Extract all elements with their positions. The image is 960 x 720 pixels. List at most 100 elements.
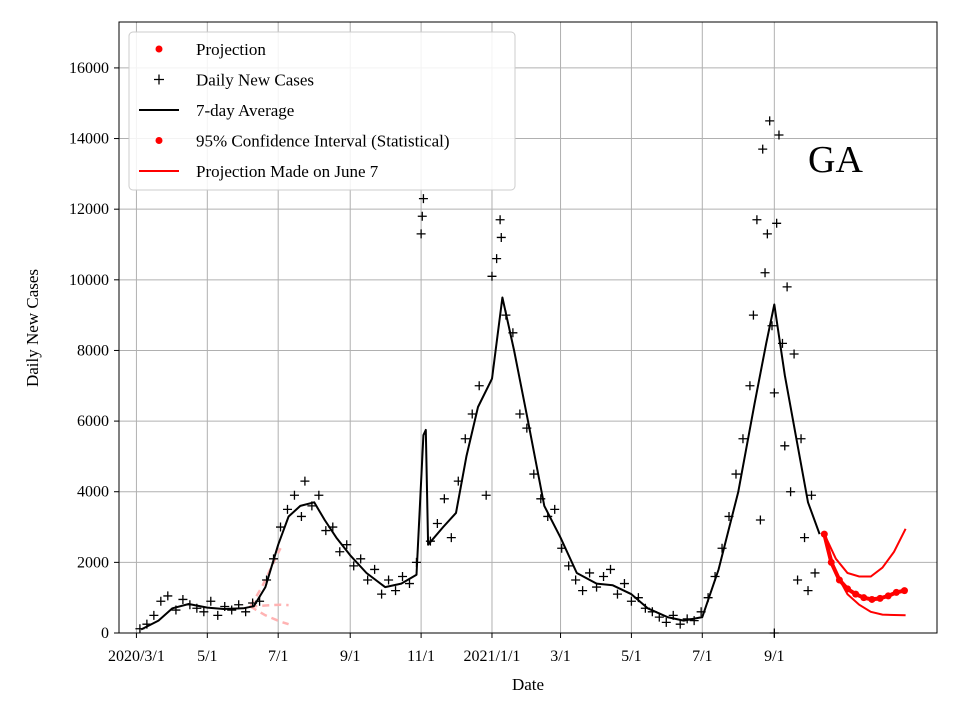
daily-case-marker: [810, 568, 820, 578]
projection-point: [820, 530, 828, 538]
daily-case-marker: [782, 282, 792, 292]
y-tick-label: 0: [101, 625, 109, 642]
daily-case-marker: [762, 229, 772, 239]
daily-case-marker: [416, 229, 426, 239]
daily-case-marker: [599, 571, 609, 581]
daily-case-marker: [300, 476, 310, 486]
daily-case-marker: [745, 381, 755, 391]
projection-point: [844, 585, 852, 593]
daily-case-marker: [439, 494, 449, 504]
projection-point: [884, 592, 892, 600]
daily-case-marker: [786, 487, 796, 497]
y-tick-label: 12000: [69, 201, 109, 218]
daily-case-marker: [585, 568, 595, 578]
daily-case-marker: [446, 533, 456, 543]
legend-entry: 7-day Average: [139, 101, 294, 120]
daily-case-marker: [276, 522, 286, 532]
legend-box: [128, 31, 516, 191]
daily-case-marker: [495, 215, 505, 225]
legend-entry: Projection Made on June 7: [139, 162, 379, 181]
projection-made-june-7: [249, 547, 289, 626]
legend-label: Projection Made on June 7: [196, 162, 379, 181]
ci-upper-line: [823, 528, 907, 578]
daily-case-marker: [780, 441, 790, 451]
daily-case-marker: [738, 434, 748, 444]
daily-case-marker: [760, 268, 770, 278]
daily-case-marker: [391, 586, 401, 596]
daily-case-marker: [342, 540, 352, 550]
daily-case-marker: [467, 409, 477, 419]
june-7-projection-line: [249, 605, 289, 626]
daily-case-marker: [612, 589, 622, 599]
daily-case-marker: [796, 434, 806, 444]
projection: [820, 530, 908, 603]
x-tick-label: 7/1: [692, 648, 712, 665]
daily-case-marker: [417, 211, 427, 221]
daily-case-marker: [619, 579, 629, 589]
projection-point: [860, 594, 868, 602]
daily-case-marker: [474, 381, 484, 391]
daily-case-marker: [432, 519, 442, 529]
y-tick-label: 4000: [77, 484, 109, 501]
daily-case-marker: [789, 349, 799, 359]
daily-case-marker: [156, 596, 166, 606]
legend-entry: Projection: [155, 40, 266, 59]
legend-entry: Daily New Cases: [154, 71, 314, 90]
daily-case-marker: [626, 596, 636, 606]
x-axis-label: Date: [512, 675, 544, 694]
daily-case-marker: [758, 144, 768, 154]
daily-case-marker: [752, 215, 762, 225]
daily-case-marker: [398, 571, 408, 581]
daily-case-marker: [487, 271, 497, 281]
x-tick-label: 2021/1/1: [464, 648, 521, 665]
daily-case-marker: [481, 490, 491, 500]
daily-case-marker: [384, 575, 394, 585]
y-tick-label: 16000: [69, 60, 109, 77]
daily-case-marker: [717, 543, 727, 553]
plot-frame: [118, 21, 938, 634]
daily-case-marker: [492, 254, 502, 264]
daily-case-marker: [178, 594, 188, 604]
daily-case-marker: [349, 561, 359, 571]
daily-case-marker: [213, 610, 223, 620]
projection-point: [852, 590, 860, 598]
daily-case-marker: [418, 194, 428, 204]
daily-case-marker: [731, 469, 741, 479]
daily-case-marker: [803, 586, 813, 596]
daily-case-marker: [755, 515, 765, 525]
daily-case-marker: [661, 617, 671, 627]
x-tick-label: 3/1: [550, 648, 570, 665]
legend-label: Daily New Cases: [196, 71, 314, 90]
y-tick-label: 6000: [77, 413, 109, 430]
daily-case-marker: [149, 610, 159, 620]
daily-case-marker: [227, 605, 237, 615]
daily-case-marker: [363, 575, 373, 585]
daily-case-marker: [529, 469, 539, 479]
legend-dot-icon: [155, 137, 163, 144]
daily-case-marker: [515, 409, 525, 419]
legend-label: 95% Confidence Interval (Statistical): [196, 132, 450, 151]
projection-point: [900, 587, 908, 595]
projection-point: [868, 595, 876, 603]
x-tick-label: 9/1: [764, 648, 784, 665]
y-tick-label: 10000: [69, 272, 109, 289]
daily-case-marker: [605, 564, 615, 574]
seven-day-average-line: [140, 296, 821, 631]
x-tick-label: 2020/3/1: [108, 648, 165, 665]
daily-case-marker: [314, 490, 324, 500]
daily-case-marker: [774, 130, 784, 140]
daily-case-marker: [335, 547, 345, 557]
daily-case-marker: [578, 586, 588, 596]
daily-case-marker: [769, 388, 779, 398]
daily-case-marker: [675, 619, 685, 629]
projection-point: [835, 576, 843, 584]
x-tick-label: 5/1: [621, 648, 641, 665]
x-axis-ticks: 2020/3/1 5/1 7/1 9/1 11/1 2021/1/1 3/1 5/1 7/1 9/…: [108, 633, 785, 665]
daily-case-marker: [296, 511, 306, 521]
daily-case-marker: [793, 575, 803, 585]
daily-case-marker: [496, 232, 506, 242]
daily-case-marker: [765, 116, 775, 126]
legend: Projection Daily New Cases 7-day Average 95…: [128, 31, 516, 191]
daily-case-marker: [370, 564, 380, 574]
